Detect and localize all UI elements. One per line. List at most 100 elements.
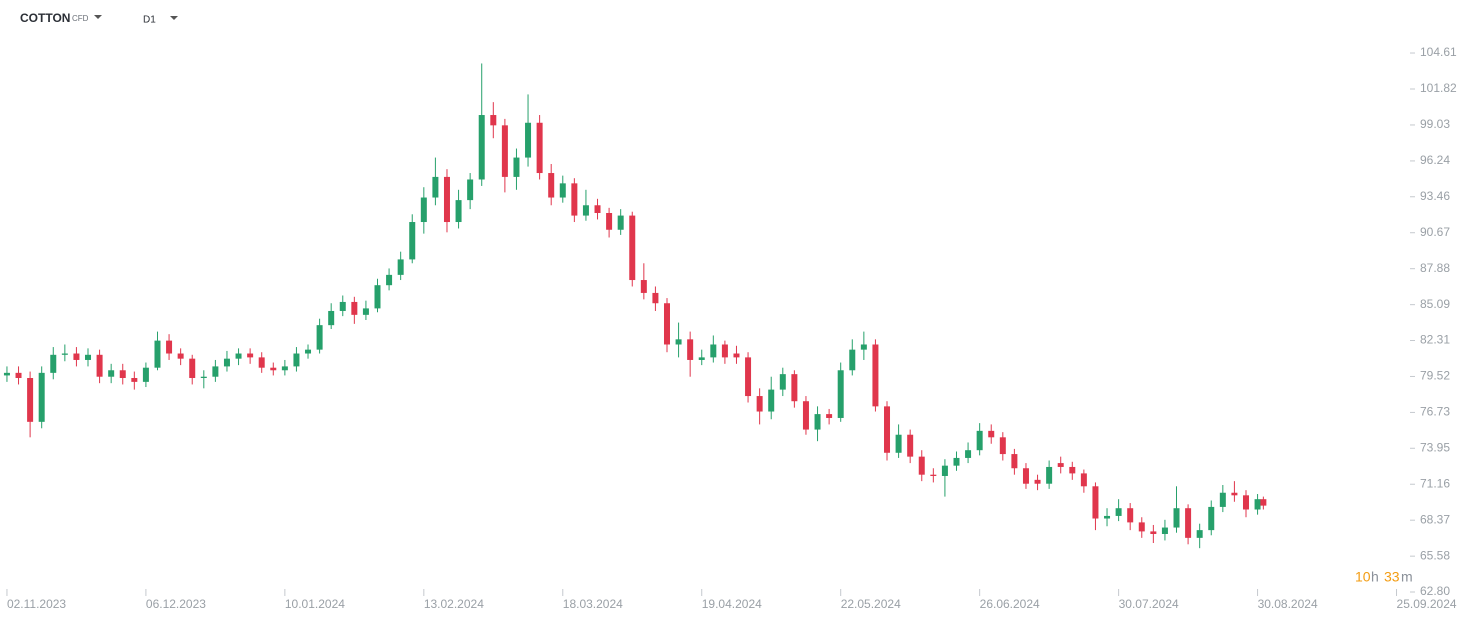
- candle-body: [1069, 466, 1076, 474]
- candle-body: [189, 358, 196, 379]
- candle-body: [1115, 508, 1122, 516]
- candle-body: [1046, 466, 1053, 484]
- y-tick-label: 73.95: [1420, 440, 1450, 454]
- candle-body: [374, 285, 381, 309]
- candle-body: [1104, 515, 1111, 519]
- candle-body: [15, 372, 22, 379]
- candle-body: [1260, 499, 1267, 506]
- candle-body: [1208, 506, 1215, 531]
- y-tick-label: 101.82: [1420, 81, 1457, 95]
- candle-body: [50, 354, 57, 373]
- candle-body: [721, 344, 728, 358]
- candle-body: [1173, 508, 1180, 528]
- candle-body: [1161, 527, 1168, 534]
- candle-body: [212, 366, 219, 377]
- candle-body: [907, 434, 914, 457]
- candle-body: [386, 274, 393, 286]
- timeframe-dropdown[interactable]: [170, 16, 178, 20]
- candle-body: [965, 450, 972, 458]
- candle-body: [1254, 499, 1261, 510]
- candle-body: [582, 205, 589, 216]
- candle-body: [258, 357, 265, 368]
- candle-body: [756, 396, 763, 412]
- x-tick-label: 26.06.2024: [980, 597, 1040, 611]
- candle-body: [895, 434, 902, 453]
- candle-body: [270, 367, 277, 371]
- candle-body: [200, 376, 207, 379]
- y-tick-label: 82.31: [1420, 333, 1450, 347]
- candle-body: [1127, 508, 1134, 523]
- timer-hours: 10: [1355, 569, 1371, 585]
- candle-body: [293, 353, 300, 367]
- candle-body: [837, 370, 844, 418]
- candle-body: [768, 389, 775, 412]
- y-tick-label: 71.16: [1420, 476, 1450, 490]
- timer-m: m: [1401, 569, 1413, 585]
- y-tick-label: 93.46: [1420, 189, 1450, 203]
- timer-minutes: 33: [1384, 569, 1400, 585]
- x-tick-label: 19.04.2024: [702, 597, 762, 611]
- candle-body: [791, 374, 798, 402]
- candle-body: [976, 430, 983, 451]
- candle-body: [73, 353, 80, 360]
- candle-body: [826, 414, 833, 418]
- candle-body: [362, 308, 369, 315]
- y-tick-label: 96.24: [1420, 153, 1450, 167]
- candle-body: [918, 456, 925, 475]
- candle-body: [999, 437, 1006, 455]
- candle-body: [177, 353, 184, 359]
- y-tick-label: 76.73: [1420, 405, 1450, 419]
- candle-body: [281, 366, 288, 371]
- candle-body: [988, 430, 995, 438]
- candle-body: [513, 157, 520, 177]
- candle-body: [629, 215, 636, 281]
- y-tick-label: 68.37: [1420, 512, 1450, 526]
- candle-body: [710, 344, 717, 358]
- candle-body: [420, 197, 427, 223]
- candle-body: [884, 406, 891, 453]
- candle-body: [223, 358, 230, 367]
- candle-body: [698, 357, 705, 360]
- candle-body: [328, 310, 335, 326]
- y-tick-label: 85.09: [1420, 297, 1450, 311]
- candle-body: [96, 354, 103, 377]
- candle-body: [501, 125, 508, 177]
- candle-body: [490, 115, 497, 126]
- candle-body: [397, 259, 404, 275]
- candle-body: [131, 378, 138, 382]
- candle-body: [652, 292, 659, 304]
- candle-body: [663, 303, 670, 345]
- candle-body: [3, 372, 10, 376]
- y-tick-label: 104.61: [1420, 45, 1457, 59]
- candle-body: [571, 183, 578, 216]
- candle-body: [1185, 508, 1192, 538]
- y-tick-label: 65.58: [1420, 548, 1450, 562]
- candle-body: [467, 179, 474, 201]
- candle-body: [872, 344, 879, 407]
- x-tick-label: 30.08.2024: [1258, 597, 1318, 611]
- candle-body: [1057, 463, 1064, 467]
- candle-body: [247, 353, 254, 358]
- candle-body: [559, 183, 566, 198]
- candle-body: [675, 339, 682, 345]
- candle-body: [339, 301, 346, 311]
- candle-body: [1080, 473, 1087, 487]
- candle-body: [548, 173, 555, 198]
- candle-body: [305, 349, 312, 354]
- candle-body: [1022, 468, 1029, 484]
- candle-body: [432, 176, 439, 198]
- timeframe[interactable]: D1: [143, 15, 156, 26]
- instrument-name[interactable]: COTTON: [20, 11, 70, 25]
- candle-body: [525, 122, 532, 158]
- x-tick-label: 30.07.2024: [1119, 597, 1179, 611]
- y-tick-label: 90.67: [1420, 225, 1450, 239]
- y-tick-label: 99.03: [1420, 117, 1450, 131]
- x-tick-label: 22.05.2024: [841, 597, 901, 611]
- y-tick-label: 87.88: [1420, 261, 1450, 275]
- instrument-dropdown[interactable]: [94, 15, 102, 19]
- candle-body: [443, 176, 450, 223]
- candle-body: [455, 200, 462, 223]
- candle-body: [142, 367, 149, 382]
- candle-body: [154, 340, 161, 368]
- candle-body: [1034, 479, 1041, 484]
